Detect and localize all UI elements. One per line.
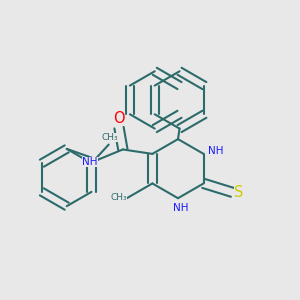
Text: CH₃: CH₃ bbox=[111, 193, 127, 202]
Text: S: S bbox=[234, 185, 244, 200]
Text: CH₃: CH₃ bbox=[102, 133, 119, 142]
Text: NH: NH bbox=[208, 146, 223, 156]
Text: O: O bbox=[113, 111, 125, 126]
Text: NH: NH bbox=[173, 203, 189, 214]
Text: NH: NH bbox=[82, 157, 98, 167]
